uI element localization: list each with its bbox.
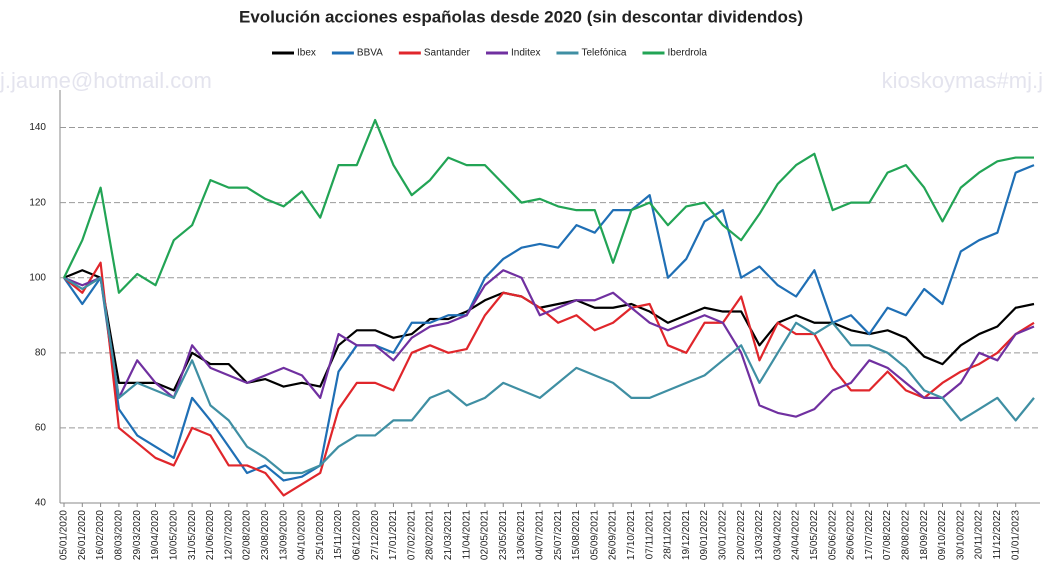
series-line [63, 269, 1035, 418]
x-tick-label: 12/07/2020 [223, 510, 234, 560]
x-tick-label: 19/04/2020 [150, 510, 161, 560]
x-tick-label: 30/01/2022 [718, 510, 729, 560]
x-tick-label: 28/02/2021 [425, 510, 436, 560]
x-tick-label: 07/08/2022 [882, 510, 893, 560]
x-tick-label: 13/03/2022 [754, 510, 765, 560]
x-tick-label: 04/07/2021 [534, 510, 545, 560]
x-tick-label: 29/03/2020 [132, 510, 143, 560]
x-tick-label: 24/04/2022 [791, 510, 802, 560]
x-tick-label: 26/01/2020 [77, 510, 88, 560]
legend-label: Santander [424, 48, 471, 59]
x-tick-label: 02/05/2021 [480, 510, 491, 560]
x-tick-label: 13/09/2020 [278, 510, 289, 560]
x-tick-label: 17/01/2021 [388, 510, 399, 560]
x-tick-label: 08/03/2020 [114, 510, 125, 560]
x-tick-label: 15/08/2021 [571, 510, 582, 560]
x-tick-label: 19/12/2021 [681, 510, 692, 560]
series-line [63, 118, 1034, 294]
x-tick-label: 09/01/2022 [699, 510, 710, 560]
x-tick-label: 13/06/2021 [516, 510, 527, 560]
x-tick-label: 06/12/2020 [351, 510, 362, 560]
x-tick-label: 28/11/2021 [663, 510, 674, 560]
x-tick-label: 25/10/2020 [315, 510, 326, 560]
x-tick-label: 23/05/2021 [498, 510, 509, 560]
x-tick-label: 20/02/2022 [736, 510, 747, 560]
x-tick-label: 27/12/2020 [370, 510, 381, 560]
x-tick-label: 10/05/2020 [168, 510, 179, 560]
watermark: kioskoymas#mj.j [882, 68, 1043, 93]
x-tick-label: 26/06/2022 [846, 510, 857, 560]
x-tick-label: 07/02/2021 [406, 510, 417, 560]
x-tick-label: 16/02/2020 [95, 510, 106, 560]
x-tick-label: 26/09/2021 [608, 510, 619, 560]
y-tick-label: 100 [29, 272, 46, 283]
x-tick-label: 28/08/2022 [901, 510, 912, 560]
y-tick-label: 120 [29, 197, 46, 208]
legend-label: Inditex [511, 48, 540, 59]
x-tick-label: 25/07/2021 [553, 510, 564, 560]
x-tick-label: 18/09/2022 [919, 510, 930, 560]
x-tick-label: 23/08/2020 [260, 510, 271, 560]
x-tick-label: 05/06/2022 [827, 510, 838, 560]
x-tick-label: 17/07/2022 [864, 510, 875, 560]
legend-label: Telefónica [581, 48, 626, 59]
x-tick-label: 31/05/2020 [187, 510, 198, 560]
x-tick-label: 05/01/2020 [59, 510, 70, 560]
x-tick-label: 11/12/2022 [992, 510, 1003, 560]
y-tick-label: 140 [29, 122, 46, 133]
y-tick-label: 60 [35, 423, 47, 434]
series-line [63, 269, 1035, 392]
series-line [63, 276, 1035, 475]
x-tick-label: 21/03/2021 [443, 510, 454, 560]
legend-label: Iberdrola [668, 48, 708, 59]
x-tick-label: 17/10/2021 [626, 510, 637, 560]
series-line [63, 261, 1035, 497]
x-tick-label: 15/11/2020 [333, 510, 344, 560]
chart-title: Evolución acciones españolas desde 2020 … [239, 7, 803, 26]
legend-label: BBVA [357, 48, 383, 59]
x-tick-label: 01/01/2023 [1010, 510, 1021, 560]
legend-label: Ibex [297, 48, 316, 59]
x-tick-label: 30/10/2022 [955, 510, 966, 560]
x-tick-label: 21/06/2020 [205, 510, 216, 560]
x-tick-label: 02/08/2020 [242, 510, 253, 560]
x-tick-label: 03/04/2022 [772, 510, 783, 560]
y-tick-label: 40 [35, 498, 47, 509]
x-tick-label: 15/05/2022 [809, 510, 820, 560]
x-tick-label: 11/04/2021 [461, 510, 472, 560]
watermark: j.jaume@hotmail.com [0, 68, 212, 93]
x-tick-label: 20/11/2022 [974, 510, 985, 560]
series-line [63, 164, 1035, 482]
x-tick-label: 05/09/2021 [589, 510, 600, 560]
x-tick-label: 09/10/2022 [937, 510, 948, 560]
x-tick-label: 04/10/2020 [297, 510, 308, 560]
y-tick-label: 80 [35, 347, 47, 358]
x-tick-label: 07/11/2021 [644, 510, 655, 560]
